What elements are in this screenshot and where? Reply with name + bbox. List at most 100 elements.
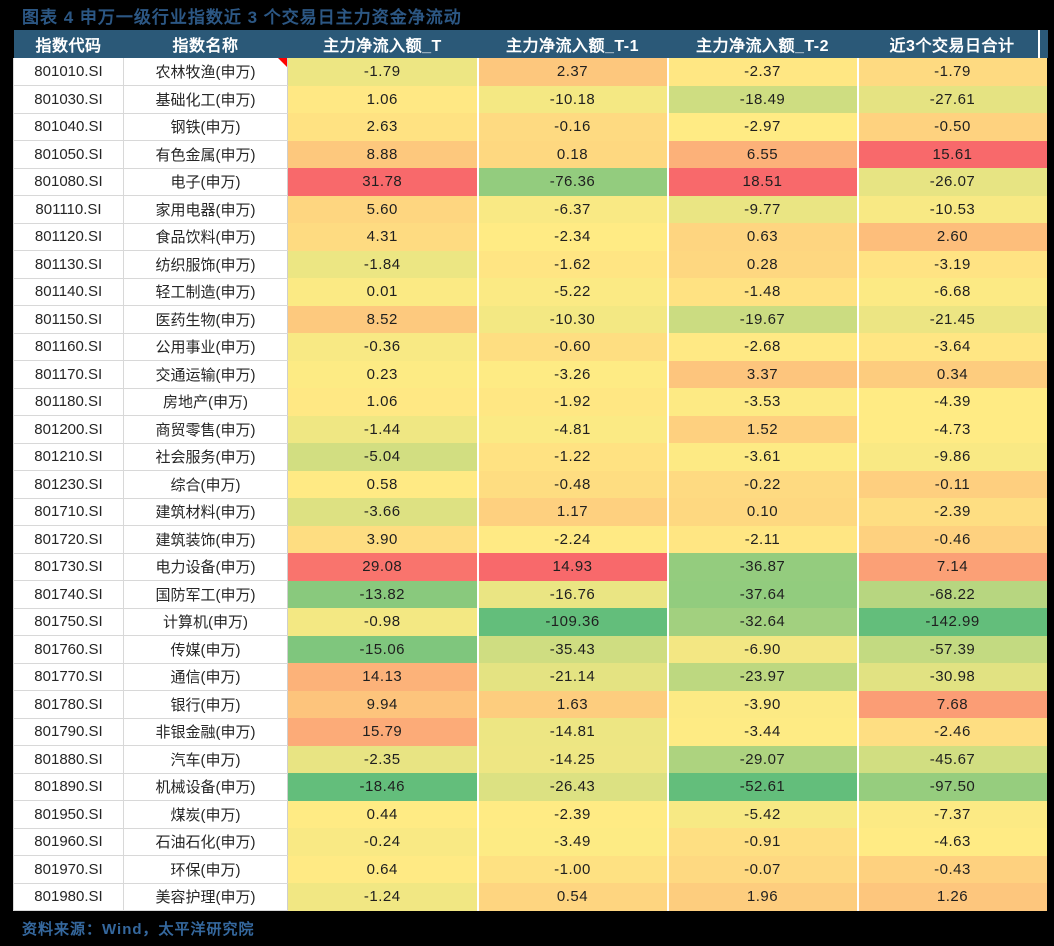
- value-cell-t: 15.79: [287, 718, 478, 746]
- index-code-cell: 801710.SI: [13, 498, 124, 526]
- value-cell-t: 0.44: [287, 800, 478, 828]
- value-cell-t2: -18.49: [666, 85, 858, 113]
- value-cell-t2: 3.37: [666, 360, 858, 388]
- value-cell-t2: -0.22: [666, 470, 858, 498]
- value-cell-t1: -21.14: [476, 663, 668, 691]
- table-row: 801080.SI 电子(申万) 31.78 -76.36 18.51 -26.07: [13, 168, 1047, 196]
- index-name-cell: 传媒(申万): [123, 635, 288, 664]
- value-cell-t1: -16.76: [476, 580, 668, 608]
- value-cell-t1: -1.92: [476, 388, 668, 416]
- index-code-cell: 801960.SI: [13, 828, 124, 856]
- index-name-cell: 计算机(申万): [123, 608, 288, 636]
- value-cell-total: -0.11: [856, 470, 1047, 498]
- value-cell-t1: -6.37: [476, 195, 668, 223]
- value-cell-t1: -0.60: [476, 333, 668, 361]
- source-note: 资料来源：Wind，太平洋研究院: [22, 921, 255, 938]
- table-row: 801180.SI 房地产(申万) 1.06 -1.92 -3.53 -4.39: [13, 388, 1047, 416]
- index-code-cell: 801140.SI: [13, 278, 124, 306]
- value-cell-t1: -3.26: [476, 360, 668, 388]
- value-cell-total: -68.22: [856, 580, 1047, 608]
- value-cell-total: 15.61: [856, 140, 1047, 168]
- header-row: 指数代码 指数名称 主力净流入额_T 主力净流入额_T-1 主力净流入额_T-2…: [13, 30, 1047, 58]
- index-code-cell: 801760.SI: [13, 635, 124, 664]
- value-cell-t: -0.36: [287, 333, 478, 361]
- index-code-cell: 801720.SI: [13, 525, 124, 554]
- index-name-cell: 电力设备(申万): [123, 553, 288, 581]
- value-cell-t2: 18.51: [666, 168, 858, 196]
- table-row: 801030.SI 基础化工(申万) 1.06 -10.18 -18.49 -27.61: [13, 85, 1047, 114]
- index-code-cell: 801150.SI: [13, 305, 124, 334]
- value-cell-total: -4.39: [856, 388, 1047, 416]
- value-cell-t2: -9.77: [666, 195, 858, 223]
- value-cell-total: -2.46: [856, 718, 1047, 746]
- index-code-cell: 801980.SI: [13, 883, 124, 911]
- value-cell-t2: -0.07: [666, 855, 858, 883]
- value-cell-total: -9.86: [856, 443, 1047, 471]
- table-row: 801200.SI 商贸零售(申万) -1.44 -4.81 1.52 -4.73: [13, 415, 1047, 444]
- index-name-cell: 综合(申万): [123, 470, 288, 499]
- value-cell-t: 5.60: [287, 195, 478, 223]
- value-cell-t2: -3.61: [666, 443, 858, 471]
- index-code-cell: 801780.SI: [13, 690, 124, 719]
- header-3day-total: 近3个交易日合计: [857, 30, 1047, 58]
- index-code-cell: 801890.SI: [13, 773, 124, 801]
- value-cell-t2: -19.67: [666, 305, 858, 333]
- index-code-cell: 801880.SI: [13, 745, 124, 774]
- value-cell-t: -0.24: [287, 828, 478, 856]
- value-cell-t2: -3.53: [666, 388, 858, 416]
- table-row: 801890.SI 机械设备(申万) -18.46 -26.43 -52.61 -97.5…: [13, 773, 1047, 801]
- value-cell-total: 7.68: [856, 690, 1047, 718]
- header-index-name: 指数名称: [123, 30, 288, 58]
- value-cell-t2: -2.68: [666, 333, 858, 361]
- table-row: 801950.SI 煤炭(申万) 0.44 -2.39 -5.42 -7.37: [13, 800, 1047, 829]
- value-cell-total: 2.60: [856, 223, 1047, 251]
- index-code-cell: 801110.SI: [13, 195, 124, 224]
- value-cell-t: -2.35: [287, 745, 478, 773]
- value-cell-t2: 1.52: [666, 415, 858, 443]
- index-name-cell: 食品饮料(申万): [123, 223, 288, 251]
- table-row: 801110.SI 家用电器(申万) 5.60 -6.37 -9.77 -10.53: [13, 195, 1047, 224]
- value-cell-t1: -0.16: [476, 113, 668, 141]
- value-cell-t2: -29.07: [666, 745, 858, 773]
- value-cell-t2: -3.90: [666, 690, 858, 718]
- value-cell-total: -27.61: [856, 85, 1047, 113]
- value-cell-t: 14.13: [287, 663, 478, 691]
- value-cell-total: -10.53: [856, 195, 1047, 223]
- index-code-cell: 801170.SI: [13, 360, 124, 389]
- value-cell-total: -7.37: [856, 800, 1047, 828]
- index-code-cell: 801730.SI: [13, 553, 124, 581]
- value-cell-t: -3.66: [287, 498, 478, 526]
- value-cell-t: 9.94: [287, 690, 478, 718]
- value-cell-total: -3.64: [856, 333, 1047, 361]
- value-cell-t2: -1.48: [666, 278, 858, 306]
- table-row: 801230.SI 综合(申万) 0.58 -0.48 -0.22 -0.11: [13, 470, 1047, 499]
- index-code-cell: 801030.SI: [13, 85, 124, 114]
- value-cell-t: 0.58: [287, 470, 478, 498]
- index-code-cell: 801080.SI: [13, 168, 124, 196]
- value-cell-total: -26.07: [856, 168, 1047, 196]
- value-cell-t1: -0.48: [476, 470, 668, 498]
- value-cell-t: -15.06: [287, 635, 478, 663]
- index-code-cell: 801200.SI: [13, 415, 124, 444]
- value-cell-t1: -1.00: [476, 855, 668, 883]
- value-cell-total: -0.46: [856, 525, 1047, 553]
- table-row: 801040.SI 钢铁(申万) 2.63 -0.16 -2.97 -0.50: [13, 113, 1047, 141]
- header-index-code: 指数代码: [13, 30, 124, 58]
- table-row: 801780.SI 银行(申万) 9.94 1.63 -3.90 7.68: [13, 690, 1047, 719]
- index-code-cell: 801050.SI: [13, 140, 124, 169]
- value-cell-t1: -4.81: [476, 415, 668, 443]
- index-name-cell: 石油石化(申万): [123, 828, 288, 856]
- value-cell-total: -3.19: [856, 250, 1047, 278]
- value-cell-t2: -36.87: [666, 553, 858, 581]
- index-name-cell: 社会服务(申万): [123, 443, 288, 471]
- index-code-cell: 801010.SI: [13, 58, 124, 86]
- index-name-cell: 非银金融(申万): [123, 718, 288, 746]
- value-cell-total: -97.50: [856, 773, 1047, 801]
- value-cell-t2: -2.11: [666, 525, 858, 553]
- value-cell-t: 3.90: [287, 525, 478, 553]
- value-cell-t1: 0.54: [476, 883, 668, 911]
- index-name-cell: 环保(申万): [123, 855, 288, 884]
- header-right-tail: [1040, 30, 1048, 58]
- value-cell-total: -0.43: [856, 855, 1047, 883]
